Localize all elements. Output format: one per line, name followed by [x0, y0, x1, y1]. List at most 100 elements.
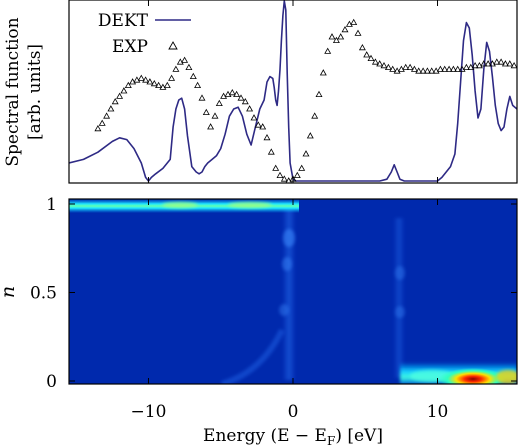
- data-point-exp: [506, 60, 514, 67]
- data-point-exp: [350, 18, 358, 25]
- data-point-exp: [150, 79, 158, 87]
- data-point-exp: [354, 29, 362, 36]
- bottom-xlabel: Energy (E − EF) [eV]: [203, 426, 383, 447]
- data-point-exp: [233, 90, 241, 97]
- data-point-exp: [389, 65, 397, 72]
- data-point-exp: [107, 105, 115, 112]
- x-tick-label: 0: [288, 402, 299, 422]
- heatmap-blob: [282, 257, 292, 271]
- data-point-exp: [224, 90, 232, 97]
- data-point-exp: [202, 108, 210, 115]
- data-point-exp: [155, 81, 163, 88]
- data-point-exp: [272, 164, 280, 171]
- data-point-exp: [168, 74, 176, 81]
- data-point-exp: [441, 65, 449, 72]
- data-point-exp: [458, 65, 466, 72]
- data-point-exp: [423, 67, 431, 74]
- data-point-exp: [137, 74, 145, 81]
- data-point-exp: [207, 123, 215, 130]
- data-point-exp: [133, 76, 141, 83]
- top-ylabel-line1: Spectral function: [3, 17, 23, 166]
- heatmap-streak-fermi: [282, 204, 296, 380]
- data-point-exp: [315, 90, 323, 97]
- data-point-exp: [501, 60, 509, 67]
- data-point-exp: [397, 65, 405, 72]
- data-point-exp: [384, 63, 392, 70]
- data-point-exp: [380, 61, 388, 69]
- data-point-exp: [146, 78, 154, 85]
- heatmap-hotspot: [162, 202, 198, 208]
- occupation-heatmap-panel: −10 0 10 0 0.5 1 n Energy (E − EF) [eV]: [0, 195, 518, 447]
- data-point-exp: [493, 58, 501, 65]
- data-point-exp: [393, 67, 401, 74]
- heatmap-blob: [283, 229, 295, 247]
- y-tick-label: 0.5: [30, 284, 57, 304]
- heatmap-blob: [279, 304, 289, 316]
- data-point-exp: [376, 60, 384, 67]
- legend: DEKT EXP: [98, 11, 191, 57]
- data-point-exp: [415, 67, 423, 74]
- data-point-exp: [220, 92, 228, 99]
- bottom-ylabel: n: [0, 286, 19, 298]
- data-point-exp: [419, 67, 427, 74]
- data-point-exp: [449, 65, 457, 72]
- data-point-exp: [263, 133, 271, 141]
- data-point-exp: [285, 177, 292, 183]
- data-point-exp: [480, 60, 488, 67]
- data-point-exp: [241, 97, 249, 105]
- data-point-exp: [324, 47, 332, 54]
- data-point-exp: [194, 81, 202, 88]
- data-point-exp: [306, 132, 314, 139]
- data-point-exp: [319, 69, 327, 76]
- data-point-exp: [228, 88, 236, 96]
- x-tick-label: −10: [131, 402, 167, 422]
- data-point-exp: [267, 148, 275, 155]
- data-point-exp: [445, 65, 453, 72]
- data-point-exp: [259, 123, 267, 130]
- series-line-dekt: [69, 0, 517, 182]
- data-point-exp: [328, 33, 336, 40]
- heatmap-streak-conduction: [393, 218, 405, 378]
- data-point-exp: [94, 124, 102, 132]
- data-point-exp: [471, 61, 479, 69]
- data-point-exp: [159, 83, 167, 90]
- data-point-exp: [215, 99, 223, 106]
- data-point-exp: [280, 175, 288, 182]
- data-point-exp: [302, 150, 310, 157]
- heatmap-blob: [395, 306, 405, 318]
- data-point-exp: [176, 58, 184, 65]
- data-point-exp: [467, 63, 475, 70]
- data-point-exp: [172, 65, 180, 72]
- y-tick-label: 1: [46, 195, 57, 215]
- data-point-exp: [293, 171, 301, 178]
- data-point-exp: [254, 121, 262, 128]
- data-point-exp: [410, 65, 418, 72]
- data-point-exp: [345, 20, 353, 27]
- data-point-exp: [276, 171, 284, 178]
- data-point-exp: [124, 81, 132, 88]
- data-point-exp: [475, 61, 483, 69]
- data-point-exp: [406, 63, 414, 70]
- data-point-exp: [341, 25, 349, 33]
- data-point-exp: [298, 164, 306, 171]
- data-point-exp: [484, 60, 492, 67]
- data-point-exp: [98, 119, 106, 126]
- data-point-exp: [250, 114, 258, 121]
- heatmap-lobe: [496, 370, 517, 384]
- heatmap-hotspot: [228, 202, 272, 208]
- data-point-exp: [497, 58, 505, 65]
- legend-label-exp: EXP: [112, 37, 148, 57]
- data-point-exp: [510, 61, 517, 69]
- y-tick-label: 0: [46, 372, 57, 392]
- data-point-exp: [367, 54, 375, 61]
- data-point-exp: [428, 67, 436, 74]
- data-point-exp: [462, 63, 470, 70]
- data-point-exp: [488, 60, 496, 67]
- data-point-exp: [454, 65, 462, 72]
- legend-marker-exp: [168, 41, 178, 50]
- data-point-exp: [116, 92, 124, 99]
- data-point-exp: [211, 112, 219, 119]
- heatmap-tail: [221, 328, 285, 384]
- data-point-exp: [402, 63, 410, 70]
